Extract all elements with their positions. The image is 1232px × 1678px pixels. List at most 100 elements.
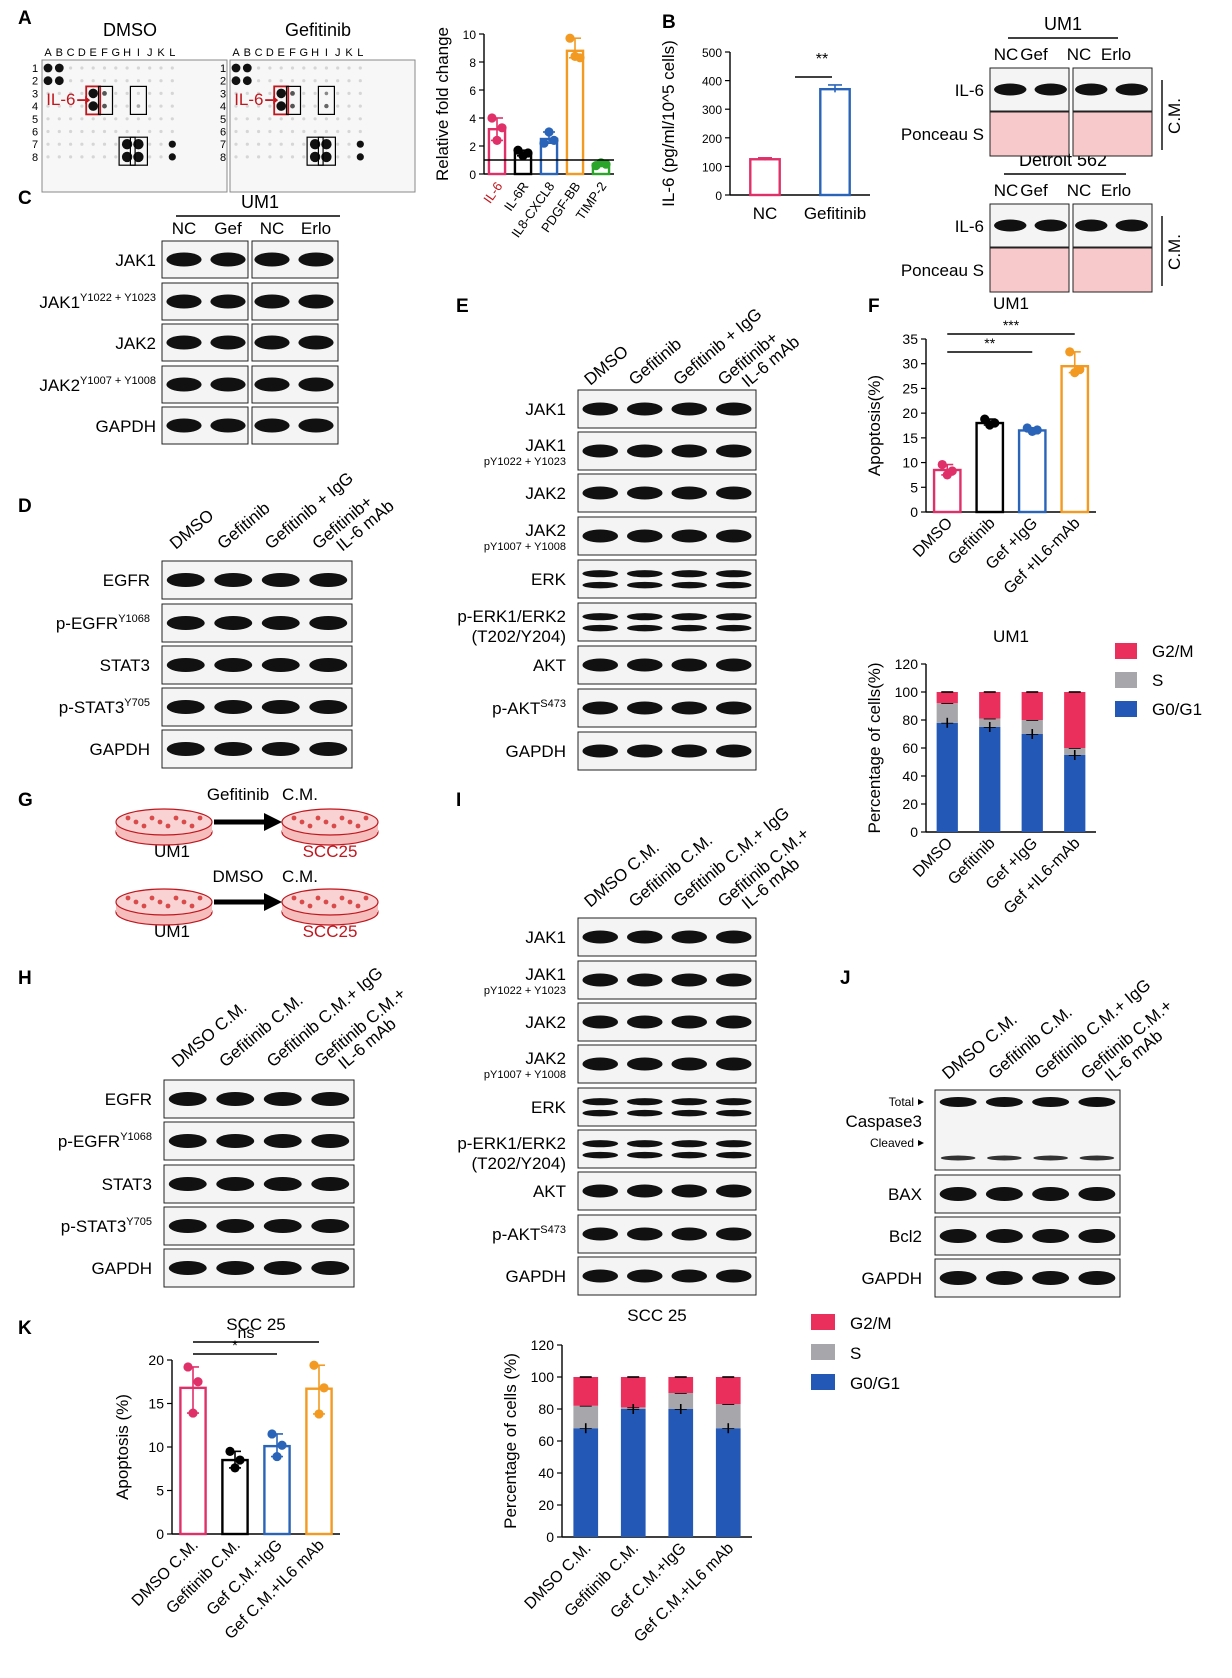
stacked-bar-segment	[979, 692, 1001, 719]
dish-cell	[157, 899, 163, 905]
blot-band	[309, 700, 348, 714]
dish-cell	[355, 903, 361, 909]
caspase-cleaved-label: Cleaved	[870, 1136, 914, 1150]
stacked-bar-segment	[573, 1377, 599, 1406]
blot-row-label: p-STAT3Y705	[61, 1216, 152, 1236]
array-spot-dark	[168, 140, 176, 148]
array-spot-faint	[159, 155, 163, 159]
y-tick-label: 40	[538, 1465, 554, 1481]
array-spot-faint	[114, 117, 118, 121]
array-spot-faint	[279, 66, 283, 70]
data-point	[1032, 425, 1042, 435]
array-spot-faint	[324, 66, 328, 70]
blot-band	[263, 1261, 302, 1275]
blot-row-label: JAK1	[525, 965, 566, 984]
array-membrane-box	[41, 59, 228, 193]
lane-label: NC	[994, 181, 1019, 200]
array-row-label: 8	[220, 152, 226, 164]
caspase-label: Caspase3	[845, 1112, 922, 1131]
blot-row-name: JAK1	[525, 400, 566, 419]
blot-band	[715, 1151, 752, 1159]
blot-row-label: JAK1	[525, 436, 566, 455]
array-spot-faint	[245, 142, 249, 146]
legend-swatch	[1115, 672, 1137, 688]
array-spot-faint	[336, 91, 340, 95]
array-spot-faint	[290, 117, 295, 121]
blot-band	[261, 616, 300, 630]
blot-band	[715, 581, 752, 589]
blot-band	[582, 1269, 619, 1283]
western-blot-panel-h: DMSO C.M.Gefitinib C.M.Gefitinib C.M.+ I…	[58, 963, 409, 1288]
dish-cell	[125, 895, 131, 901]
array-spot-dark	[276, 101, 287, 111]
array-spot-faint	[302, 79, 306, 83]
dish-cell	[157, 819, 163, 825]
array-spot-faint	[313, 66, 317, 70]
blot-band	[254, 418, 290, 433]
blot-band	[261, 742, 300, 756]
blot-membrane	[577, 1129, 757, 1169]
array-row-label: 5	[32, 114, 38, 126]
dish-cell	[173, 895, 179, 901]
array-spot-faint	[313, 91, 317, 95]
y-tick-label: 35	[902, 331, 918, 347]
legend-swatch	[1115, 701, 1137, 717]
y-tick-label: 120	[531, 1337, 555, 1353]
legend-label: G2/M	[850, 1314, 892, 1333]
array-spot-faint	[358, 66, 362, 70]
blot-band	[626, 570, 663, 578]
array-row-label: 6	[32, 127, 38, 139]
blot-band	[626, 529, 663, 543]
array-spot-faint	[336, 117, 340, 121]
y-tick-label: 6	[469, 84, 476, 98]
array-spot-faint	[290, 142, 295, 146]
stacked-bar-segment	[936, 703, 958, 723]
blot-row-label: JAK2	[525, 1013, 566, 1032]
array-spot-faint	[234, 117, 238, 121]
array-spot-faint	[302, 104, 306, 108]
data-point	[947, 466, 957, 476]
blot-band	[626, 402, 663, 416]
array-spot-faint	[268, 104, 272, 108]
array-column-label: J	[335, 47, 341, 59]
blot-band	[254, 294, 290, 309]
array-spot-faint	[347, 117, 351, 121]
blot-row-label: BAX	[888, 1185, 922, 1204]
blot-band	[311, 1134, 350, 1148]
dish-cell	[347, 899, 353, 905]
array-spot-dark	[276, 88, 287, 99]
dish-cell	[165, 823, 171, 829]
blot-row-label: GAPDH	[506, 742, 566, 761]
blot-band	[671, 1098, 708, 1106]
blot-band	[168, 1092, 207, 1106]
highlight-box	[306, 136, 324, 166]
blot-band	[582, 1015, 619, 1029]
blot-band	[311, 1092, 350, 1106]
blot-band	[582, 1057, 619, 1071]
array-column-label: L	[357, 47, 363, 59]
array-spot-faint	[268, 129, 272, 134]
western-blot-panel-i: DMSO C.M.Gefitinib C.M.Gefitinib C.M.+ I…	[457, 803, 813, 1296]
array-spot-faint	[80, 155, 84, 159]
y-tick-label: 30	[902, 356, 918, 372]
blot-band	[214, 616, 253, 630]
blot-row-name: GAPDH	[506, 742, 566, 761]
array-spot-faint	[257, 91, 261, 95]
blot-row-subscript: pY1007 + Y1008	[484, 541, 566, 553]
y-tick-label: 300	[702, 103, 722, 117]
blot-band	[671, 613, 708, 621]
array-column-label: D	[78, 47, 86, 59]
blot-row-label: GAPDH	[862, 1269, 922, 1288]
blot-band	[626, 1184, 663, 1198]
blot-band	[582, 1184, 619, 1198]
stacked-bar-segment	[715, 1377, 741, 1405]
array-spot-faint	[234, 104, 238, 108]
array-spot-faint	[257, 129, 261, 134]
blot-band	[626, 581, 663, 589]
blot-band	[715, 1269, 752, 1283]
blot-band	[715, 701, 752, 715]
array-spot-faint	[80, 79, 84, 83]
y-tick-label: 4	[469, 112, 476, 126]
